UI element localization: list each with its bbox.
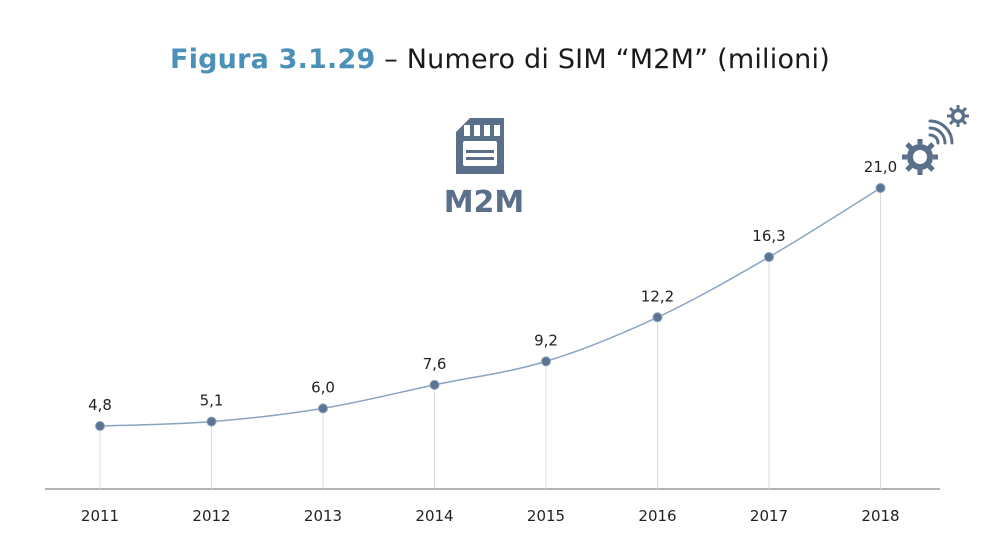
x-tick-label-2011: 2011 [81,507,119,525]
x-tick-label-2014: 2014 [415,507,453,525]
x-tick-label-2015: 2015 [527,507,565,525]
data-label-2016: 12,2 [641,287,674,305]
title-text: Numero di SIM “M2M” (milioni) [406,44,830,75]
data-label-2011: 4,8 [88,396,112,414]
data-point-2012 [206,416,217,427]
data-label-2013: 6,0 [311,378,335,396]
sim-card-icon [456,118,504,174]
x-tick-label-2017: 2017 [750,507,788,525]
data-label-2015: 9,2 [534,331,558,349]
chart-title: Figura 3.1.29 – Numero di SIM “M2M” (mil… [0,44,1000,75]
series-line [99,187,881,427]
data-point-2016 [652,312,663,323]
x-tick-label-2012: 2012 [192,507,230,525]
data-point-2013 [318,403,328,414]
data-point-2011 [95,421,105,431]
x-tick-label-2013: 2013 [304,507,342,525]
data-label-2014: 7,6 [423,355,447,373]
gear-wireless-icon [902,105,969,175]
x-tick-label-2016: 2016 [638,507,676,525]
m2m-icon-label: M2M [444,185,525,220]
data-point-2017 [764,252,774,263]
x-tick-label-2018: 2018 [861,507,899,525]
title-separator: – [375,44,407,75]
figure-number: Figura 3.1.29 [170,44,376,75]
data-label-2012: 5,1 [200,392,224,410]
data-point-2018 [875,183,886,193]
data-label-2018: 21,0 [864,158,897,176]
data-label-2017: 16,3 [752,227,785,245]
data-point-2015 [541,356,551,367]
data-point-2014 [429,379,440,390]
